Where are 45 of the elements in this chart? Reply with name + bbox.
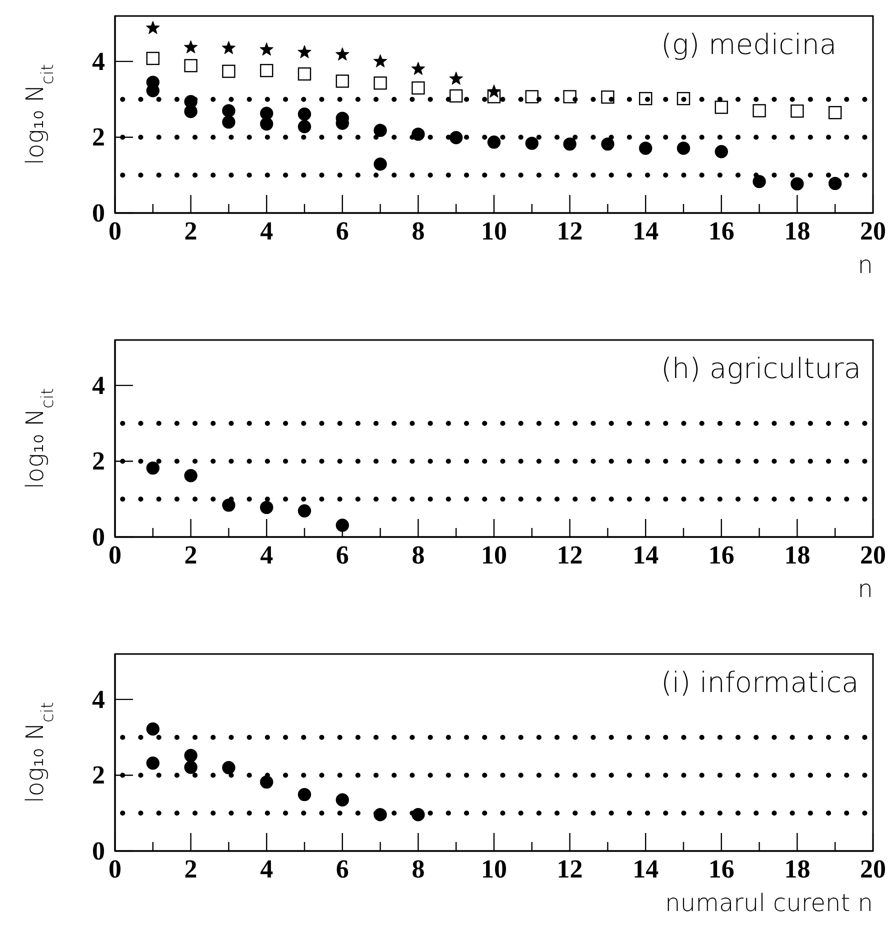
x-tick-label: 14 [632, 854, 659, 884]
x-tick-label: 12 [556, 540, 583, 570]
y-tick-label: 2 [92, 760, 105, 790]
x-tick-label: 12 [556, 216, 583, 246]
x-axis-title: n [858, 251, 873, 279]
x-axis-title: numarul curent n [665, 889, 873, 917]
text: (i) informatica [661, 666, 859, 699]
x-tick-label: 20 [860, 216, 886, 246]
y-tick-label: 0 [92, 522, 105, 552]
x-tick-label: 6 [336, 540, 349, 570]
y-tick-label: 2 [92, 446, 105, 476]
x-tick-label: 20 [860, 540, 886, 570]
x-tick-label: 8 [412, 540, 425, 570]
y-tick-label: 0 [92, 836, 105, 866]
x-tick-label: 18 [784, 216, 810, 246]
x-tick-label: 2 [184, 854, 198, 884]
y-tick-label: 4 [92, 684, 105, 714]
y-tick-label: 4 [92, 370, 105, 400]
x-tick-label: 18 [784, 854, 810, 884]
text: (h) agricultura [661, 352, 862, 385]
x-tick-label: 6 [336, 216, 349, 246]
x-tick-label: 4 [260, 540, 274, 570]
x-tick-label: 2 [184, 540, 198, 570]
x-axis-title: n [858, 575, 873, 603]
x-tick-label: 18 [784, 540, 810, 570]
x-tick-label: 12 [556, 854, 583, 884]
x-tick-label: 8 [412, 216, 425, 246]
y-tick-label: 0 [92, 198, 105, 228]
text: (g) medicina [661, 28, 837, 61]
x-tick-label: 6 [336, 854, 349, 884]
x-tick-label: 4 [260, 854, 274, 884]
x-tick-label: 20 [860, 854, 886, 884]
x-tick-label: 10 [481, 854, 507, 884]
x-tick-label: 2 [184, 216, 198, 246]
x-tick-label: 8 [412, 854, 425, 884]
y-tick-label: 4 [92, 46, 105, 76]
x-tick-label: 14 [632, 540, 659, 570]
x-tick-label: 10 [481, 540, 507, 570]
x-tick-label: 4 [260, 216, 274, 246]
x-tick-label: 16 [708, 216, 734, 246]
x-tick-label: 16 [708, 540, 734, 570]
x-tick-label: 10 [481, 216, 507, 246]
x-tick-label: 14 [632, 216, 659, 246]
x-tick-label: 16 [708, 854, 734, 884]
y-tick-label: 2 [92, 122, 105, 152]
